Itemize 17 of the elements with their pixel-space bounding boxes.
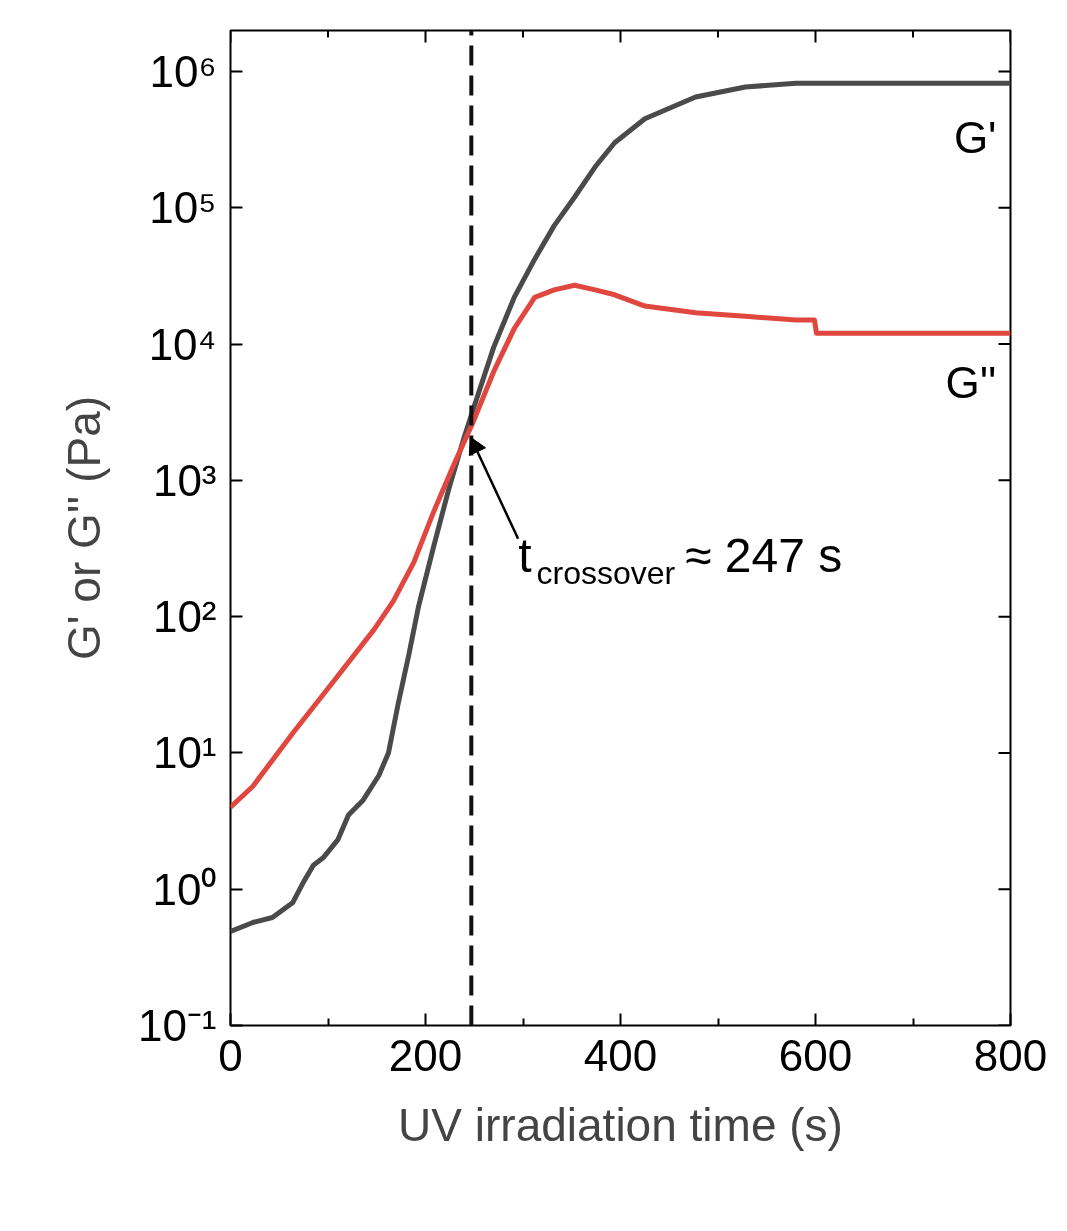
x-tick-label: 800 <box>973 1030 1048 1080</box>
x-tick-label: 200 <box>388 1030 463 1080</box>
y-axis-title: G' or G'' (Pa) <box>57 395 110 661</box>
y-tick-label: 10⁰ <box>152 864 217 914</box>
x-tick-label: 400 <box>583 1030 658 1080</box>
y-tick-label: 10¹ <box>152 728 217 778</box>
y-tick-label: 10⁵ <box>149 183 217 233</box>
y-tick-label: 10⁶ <box>149 47 217 97</box>
y-tick-label: 10⁻¹ <box>137 1001 217 1050</box>
x-axis-title: UV irradiation time (s) <box>398 1098 843 1151</box>
y-tick-label: 10³ <box>152 455 217 505</box>
x-tick-label: 0 <box>218 1030 243 1080</box>
series-label: G'' <box>945 358 997 408</box>
y-tick-label: 10² <box>152 592 217 642</box>
x-tick-label: 600 <box>778 1030 853 1080</box>
series-label: G' <box>953 113 997 163</box>
y-tick-label: 10⁴ <box>148 319 217 369</box>
